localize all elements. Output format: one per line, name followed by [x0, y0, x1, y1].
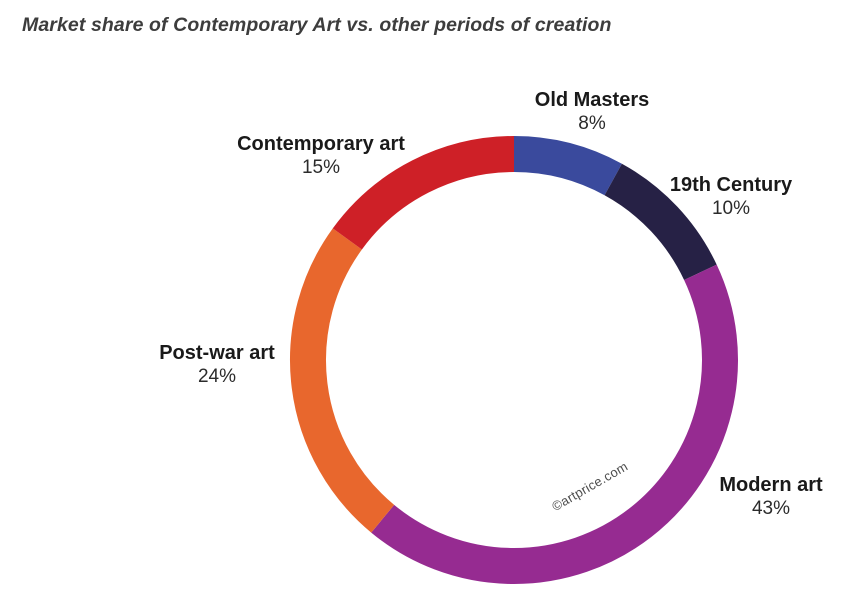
donut-segment-modern-art — [371, 264, 738, 584]
segment-name: Post-war art — [159, 342, 275, 364]
segment-value: 8% — [578, 113, 606, 134]
segment-label-old-masters: Old Masters 8% — [535, 88, 649, 136]
chart-title: Market share of Contemporary Art vs. oth… — [22, 14, 612, 36]
segment-value: 15% — [301, 157, 341, 178]
segment-label-contemporary-art: Contemporary art 15% — [237, 132, 405, 180]
segment-value: 43% — [751, 498, 791, 519]
donut-segment-old-masters — [513, 136, 622, 196]
segment-name: Contemporary art — [237, 133, 405, 155]
segment-name: Modern art — [719, 474, 823, 496]
segment-value: 24% — [197, 366, 237, 387]
donut-segment-19th-century — [604, 163, 717, 281]
segment-name: 19th Century — [669, 174, 793, 196]
segment-label-modern-art: Modern art 43% — [719, 473, 822, 521]
segment-label-post-war-art: Post-war art 24% — [159, 341, 275, 389]
segment-name: Old Masters — [534, 89, 650, 111]
donut-segment-contemporary-art — [332, 136, 515, 250]
segment-value: 10% — [711, 198, 751, 219]
donut-segment-post-war-art — [290, 228, 395, 533]
segment-label-19th-century: 19th Century 10% — [670, 173, 792, 221]
